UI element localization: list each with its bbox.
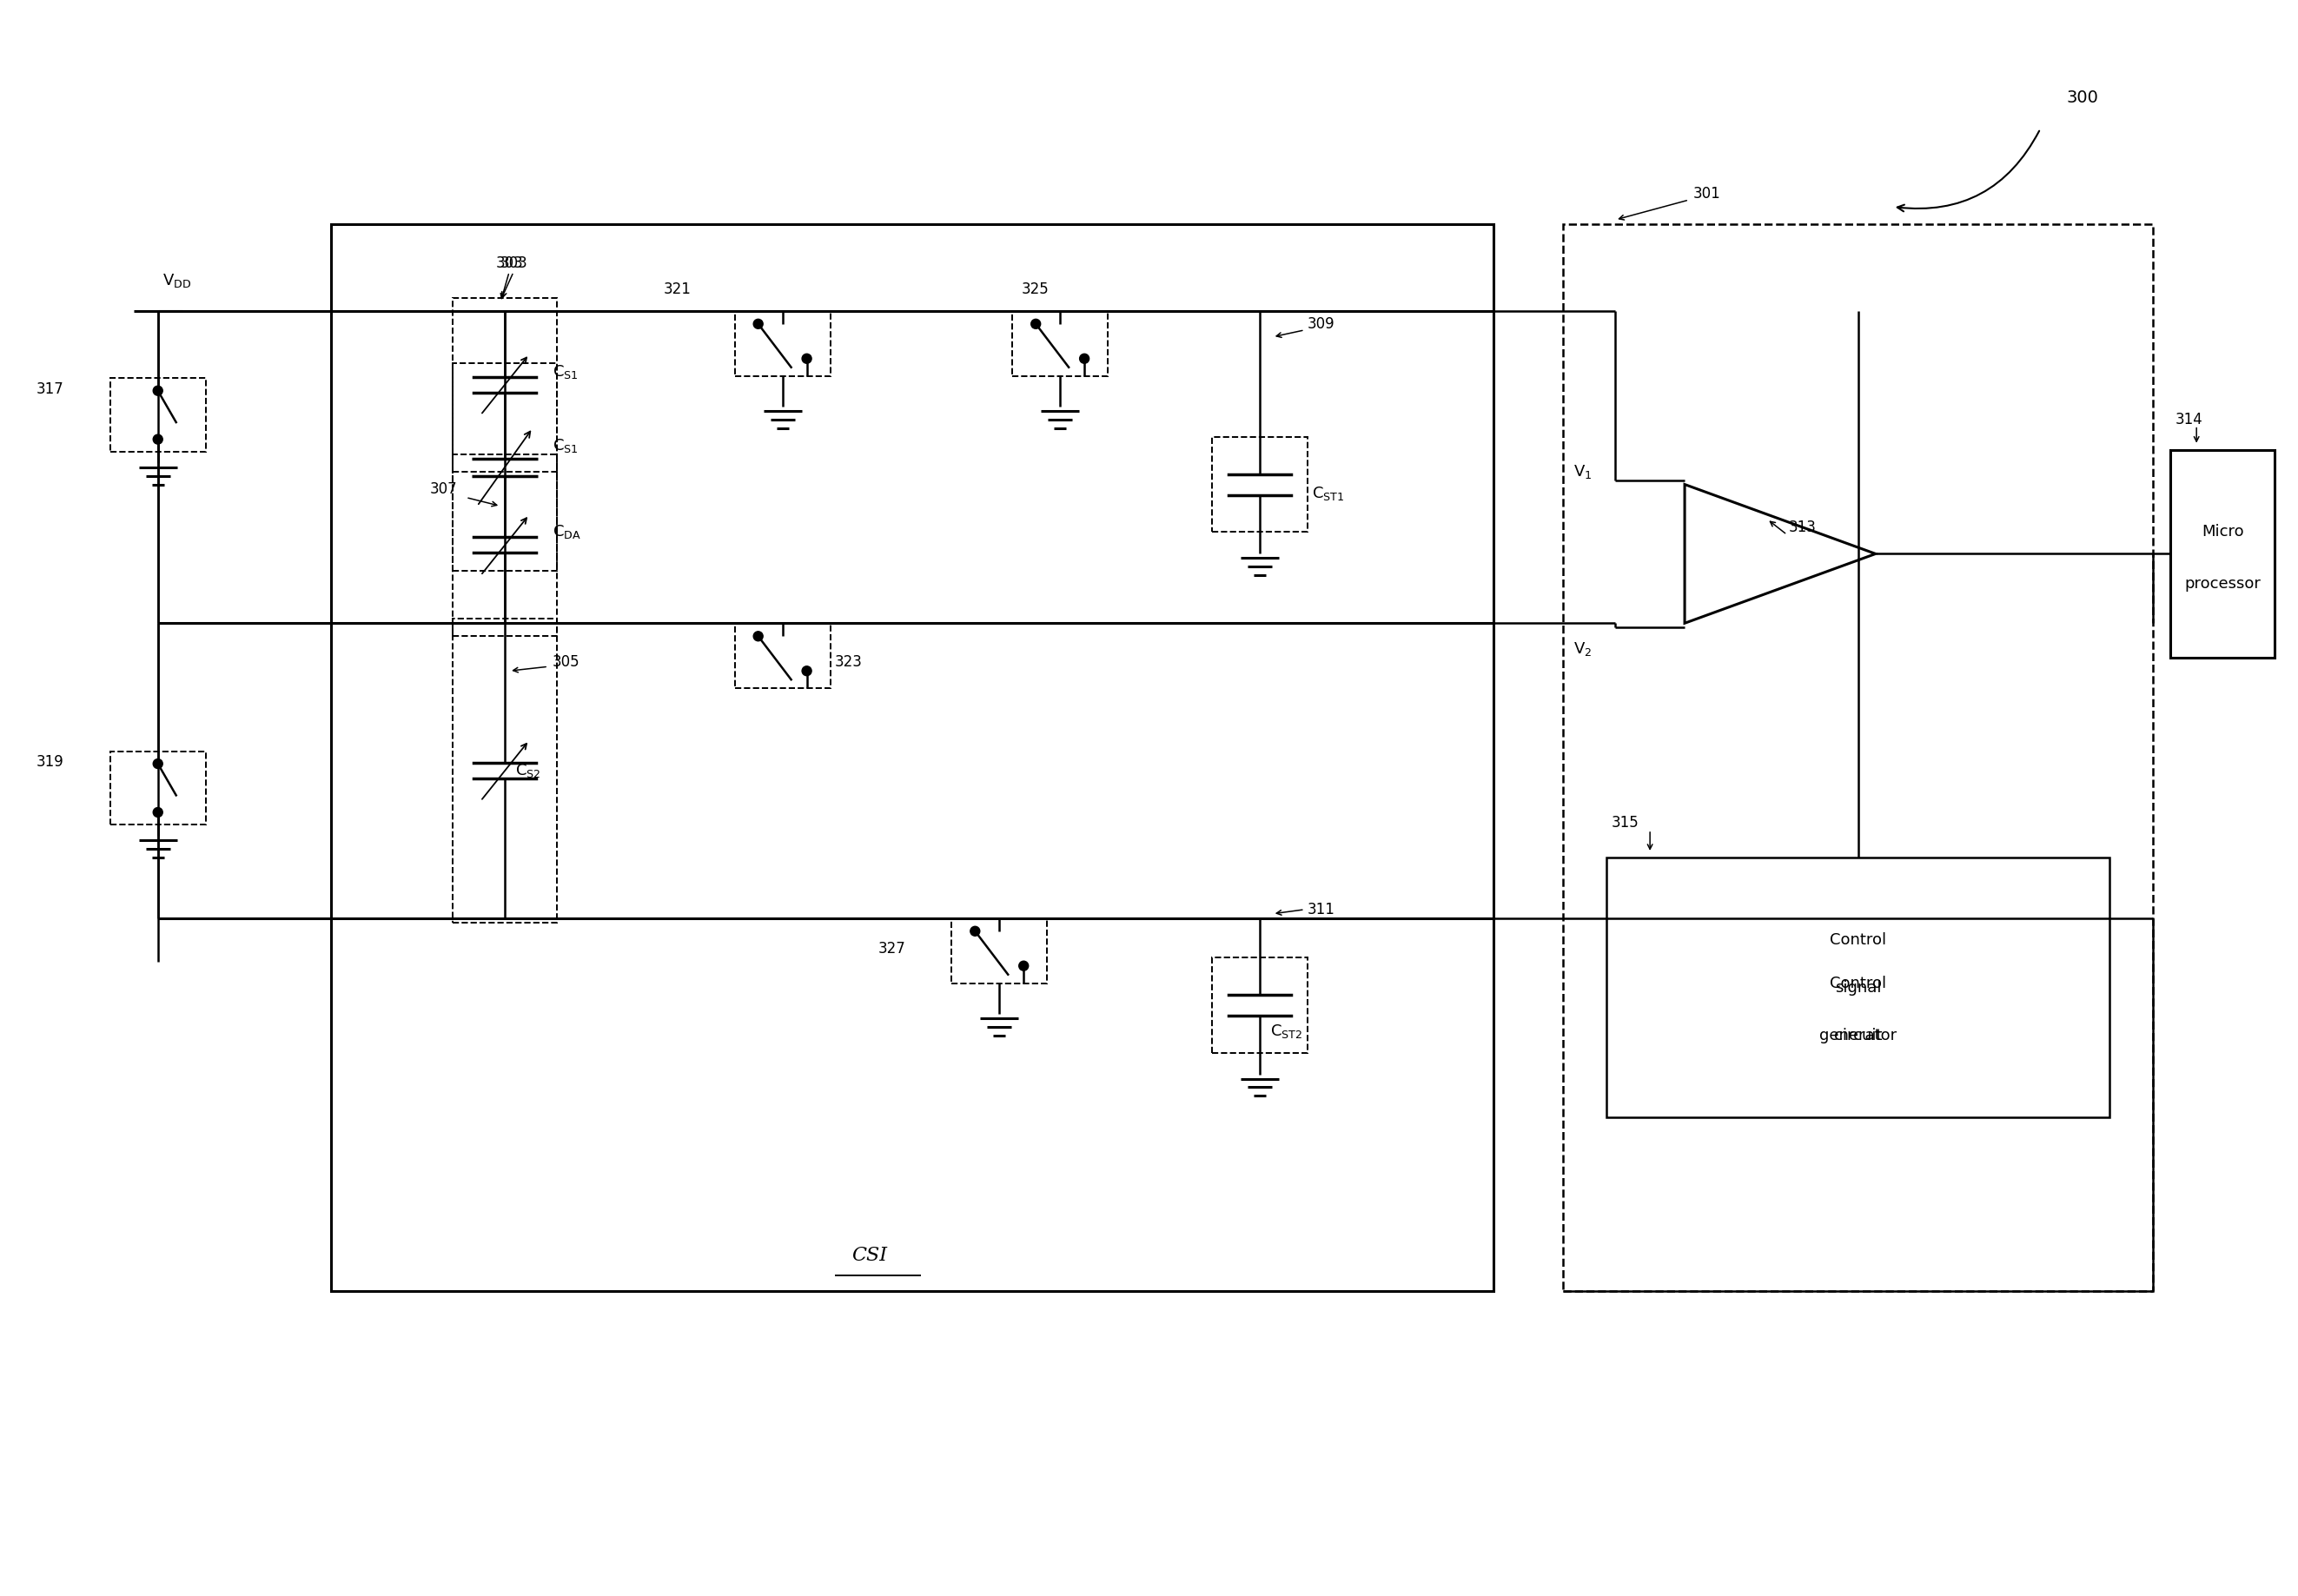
Text: 321: 321	[664, 281, 692, 297]
Bar	[735, 311, 830, 377]
Text: $\mathregular{C_{S2}}$: $\mathregular{C_{S2}}$	[515, 761, 540, 779]
Text: $\mathregular{V_1}$: $\mathregular{V_1}$	[1574, 463, 1593, 480]
Text: 305: 305	[552, 654, 579, 670]
Text: 313: 313	[1788, 520, 1815, 536]
Circle shape	[754, 319, 763, 329]
FancyArrowPatch shape	[1898, 131, 2038, 211]
Text: 327: 327	[878, 940, 905, 956]
Bar	[1211, 437, 1308, 531]
Circle shape	[802, 666, 811, 675]
Circle shape	[154, 386, 163, 396]
Circle shape	[1080, 354, 1089, 364]
Text: processor: processor	[2185, 576, 2261, 592]
Text: 303: 303	[499, 255, 526, 271]
Circle shape	[154, 808, 163, 817]
Text: Control: Control	[1829, 932, 1887, 948]
Text: 314: 314	[2174, 412, 2201, 428]
Text: 303: 303	[496, 255, 524, 271]
Text: 315: 315	[1611, 816, 1638, 830]
Text: $\mathregular{V_{DD}}$: $\mathregular{V_{DD}}$	[163, 271, 191, 289]
Bar	[453, 298, 556, 471]
Circle shape	[1032, 319, 1041, 329]
Bar	[453, 453, 556, 637]
Text: 317: 317	[37, 381, 64, 397]
Text: 319: 319	[37, 755, 64, 769]
Text: $\mathregular{C_{S1}}$: $\mathregular{C_{S1}}$	[552, 437, 579, 453]
Bar	[735, 622, 830, 688]
Text: $\mathregular{C_{S1}}$: $\mathregular{C_{S1}}$	[552, 362, 579, 380]
Bar	[453, 619, 556, 922]
Text: CSI: CSI	[853, 1246, 887, 1266]
Text: Control: Control	[1829, 975, 1887, 991]
Text: $\mathregular{V_2}$: $\mathregular{V_2}$	[1574, 640, 1593, 658]
Circle shape	[154, 760, 163, 769]
Circle shape	[154, 434, 163, 444]
Text: 309: 309	[1308, 316, 1335, 332]
Circle shape	[802, 354, 811, 364]
Circle shape	[1018, 961, 1030, 970]
Text: signal: signal	[1834, 980, 1882, 996]
Text: $\mathregular{C_{ST1}}$: $\mathregular{C_{ST1}}$	[1312, 484, 1344, 501]
Bar	[110, 378, 205, 452]
Text: $\mathregular{C_{DA}}$: $\mathregular{C_{DA}}$	[552, 523, 581, 541]
Bar	[951, 918, 1048, 983]
Text: 311: 311	[1308, 902, 1335, 918]
Text: Micro: Micro	[2201, 525, 2243, 539]
Circle shape	[754, 632, 763, 642]
Text: 301: 301	[1694, 187, 1721, 201]
Text: 325: 325	[1020, 281, 1048, 297]
Bar	[1606, 857, 2110, 1117]
Bar	[1013, 311, 1108, 377]
Text: 323: 323	[834, 654, 862, 670]
Bar	[1563, 223, 2153, 1291]
Text: $\mathregular{C_{ST2}}$: $\mathregular{C_{ST2}}$	[1271, 1021, 1303, 1039]
Bar	[331, 223, 1494, 1291]
Bar	[2172, 450, 2275, 658]
Bar	[110, 752, 205, 825]
Bar	[1211, 958, 1308, 1053]
Text: generator: generator	[1820, 1028, 1896, 1044]
Bar	[453, 362, 556, 571]
Text: 307: 307	[430, 480, 457, 496]
Text: circuit: circuit	[1834, 1028, 1882, 1044]
Text: 300: 300	[2066, 89, 2098, 107]
Circle shape	[970, 926, 979, 935]
